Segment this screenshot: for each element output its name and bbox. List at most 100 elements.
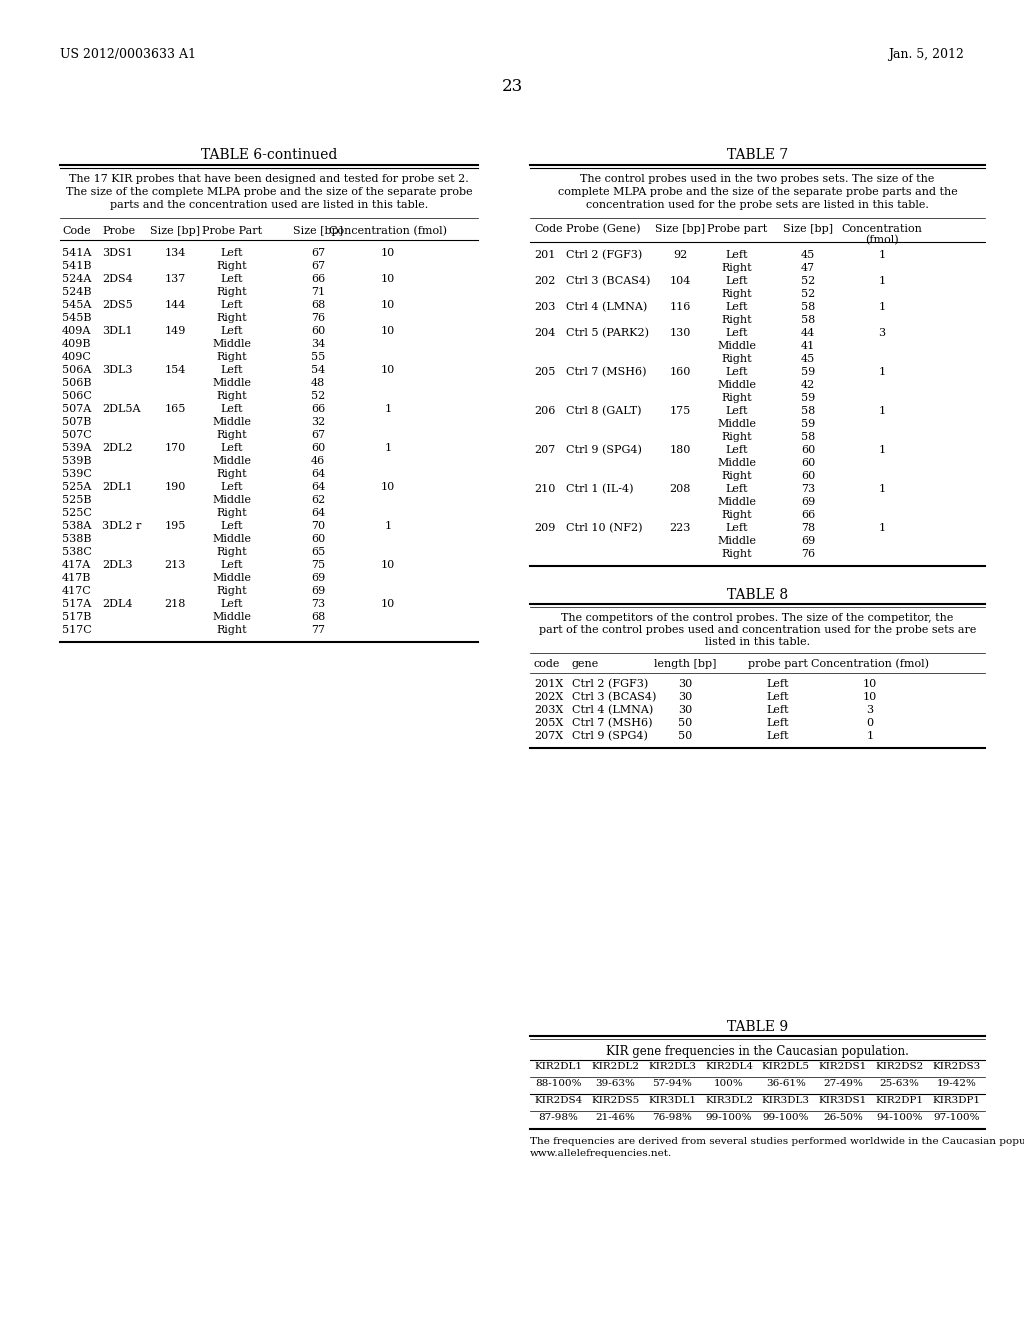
Text: Ctrl 2 (FGF3): Ctrl 2 (FGF3): [566, 249, 642, 260]
Text: 75: 75: [311, 560, 325, 570]
Text: Left: Left: [726, 367, 749, 378]
Text: 88-100%: 88-100%: [536, 1078, 582, 1088]
Text: 209: 209: [534, 523, 555, 533]
Text: 130: 130: [670, 327, 690, 338]
Text: 99-100%: 99-100%: [763, 1113, 809, 1122]
Text: 1: 1: [384, 444, 391, 453]
Text: KIR2DS1: KIR2DS1: [818, 1063, 867, 1071]
Text: 68: 68: [311, 300, 326, 310]
Text: 541B: 541B: [62, 261, 91, 271]
Text: Concentration (fmol): Concentration (fmol): [811, 659, 929, 669]
Text: The 17 KIR probes that have been designed and tested for probe set 2.: The 17 KIR probes that have been designe…: [70, 174, 469, 183]
Text: Ctrl 7 (MSH6): Ctrl 7 (MSH6): [566, 367, 646, 378]
Text: 67: 67: [311, 261, 325, 271]
Text: 10: 10: [381, 275, 395, 284]
Text: 2DL3: 2DL3: [102, 560, 132, 570]
Text: Middle: Middle: [213, 378, 252, 388]
Text: 50: 50: [678, 731, 692, 741]
Text: Middle: Middle: [213, 573, 252, 583]
Text: Middle: Middle: [213, 339, 252, 348]
Text: Size [bp]: Size [bp]: [783, 224, 834, 234]
Text: 57-94%: 57-94%: [652, 1078, 692, 1088]
Text: 190: 190: [164, 482, 185, 492]
Text: 10: 10: [381, 326, 395, 337]
Text: 205X: 205X: [534, 718, 563, 729]
Text: Right: Right: [722, 549, 753, 558]
Text: 46: 46: [311, 455, 326, 466]
Text: 10: 10: [381, 599, 395, 609]
Text: 67: 67: [311, 430, 325, 440]
Text: 10: 10: [381, 560, 395, 570]
Text: 545A: 545A: [62, 300, 91, 310]
Text: 62: 62: [311, 495, 326, 506]
Text: Right: Right: [217, 586, 248, 597]
Text: 69: 69: [801, 536, 815, 546]
Text: Ctrl 9 (SPG4): Ctrl 9 (SPG4): [572, 731, 648, 742]
Text: 77: 77: [311, 624, 325, 635]
Text: parts and the concentration used are listed in this table.: parts and the concentration used are lis…: [110, 201, 428, 210]
Text: 175: 175: [670, 407, 690, 416]
Text: Middle: Middle: [718, 458, 757, 469]
Text: Ctrl 3 (BCAS4): Ctrl 3 (BCAS4): [572, 692, 656, 702]
Text: 208: 208: [670, 484, 690, 494]
Text: 10: 10: [381, 366, 395, 375]
Text: Right: Right: [217, 624, 248, 635]
Text: 3: 3: [866, 705, 873, 715]
Text: 517C: 517C: [62, 624, 92, 635]
Text: KIR2DP1: KIR2DP1: [876, 1096, 924, 1105]
Text: 202X: 202X: [534, 692, 563, 702]
Text: 25-63%: 25-63%: [880, 1078, 920, 1088]
Text: Left: Left: [221, 326, 244, 337]
Text: Middle: Middle: [213, 417, 252, 426]
Text: complete MLPA probe and the size of the separate probe parts and the: complete MLPA probe and the size of the …: [558, 187, 957, 197]
Text: Left: Left: [221, 444, 244, 453]
Text: 34: 34: [311, 339, 326, 348]
Text: 73: 73: [801, 484, 815, 494]
Text: 69: 69: [311, 586, 326, 597]
Text: Right: Right: [217, 261, 248, 271]
Text: 64: 64: [311, 469, 326, 479]
Text: Right: Right: [217, 391, 248, 401]
Text: Ctrl 3 (BCAS4): Ctrl 3 (BCAS4): [566, 276, 650, 286]
Text: The control probes used in the two probes sets. The size of the: The control probes used in the two probe…: [581, 174, 935, 183]
Text: 52: 52: [801, 289, 815, 300]
Text: 524A: 524A: [62, 275, 91, 284]
Text: Right: Right: [217, 430, 248, 440]
Text: 0: 0: [866, 718, 873, 729]
Text: 539B: 539B: [62, 455, 91, 466]
Text: 3DL1: 3DL1: [102, 326, 132, 337]
Text: 3DS1: 3DS1: [102, 248, 133, 257]
Text: 52: 52: [311, 391, 326, 401]
Text: KIR2DS3: KIR2DS3: [933, 1063, 981, 1071]
Text: 137: 137: [165, 275, 185, 284]
Text: 517A: 517A: [62, 599, 91, 609]
Text: 507C: 507C: [62, 430, 92, 440]
Text: 1: 1: [384, 521, 391, 531]
Text: KIR2DL1: KIR2DL1: [535, 1063, 583, 1071]
Text: 3DL2 r: 3DL2 r: [102, 521, 141, 531]
Text: Ctrl 4 (LMNA): Ctrl 4 (LMNA): [566, 302, 647, 313]
Text: Right: Right: [722, 263, 753, 273]
Text: 58: 58: [801, 302, 815, 312]
Text: 52: 52: [801, 276, 815, 286]
Text: Right: Right: [722, 315, 753, 325]
Text: 60: 60: [801, 471, 815, 480]
Text: KIR2DS4: KIR2DS4: [535, 1096, 583, 1105]
Text: KIR3DS1: KIR3DS1: [818, 1096, 867, 1105]
Text: 2DL1: 2DL1: [102, 482, 132, 492]
Text: Probe (Gene): Probe (Gene): [566, 224, 640, 235]
Text: 144: 144: [164, 300, 185, 310]
Text: 42: 42: [801, 380, 815, 389]
Text: Left: Left: [221, 482, 244, 492]
Text: 36-61%: 36-61%: [766, 1078, 806, 1088]
Text: 65: 65: [311, 546, 326, 557]
Text: The size of the complete MLPA probe and the size of the separate probe: The size of the complete MLPA probe and …: [66, 187, 472, 197]
Text: 76: 76: [311, 313, 325, 323]
Text: 64: 64: [311, 508, 326, 517]
Text: The competitors of the control probes. The size of the competitor, the: The competitors of the control probes. T…: [561, 612, 953, 623]
Text: 48: 48: [311, 378, 326, 388]
Text: 27-49%: 27-49%: [823, 1078, 863, 1088]
Text: Jan. 5, 2012: Jan. 5, 2012: [888, 48, 964, 61]
Text: 525A: 525A: [62, 482, 91, 492]
Text: Ctrl 7 (MSH6): Ctrl 7 (MSH6): [572, 718, 652, 729]
